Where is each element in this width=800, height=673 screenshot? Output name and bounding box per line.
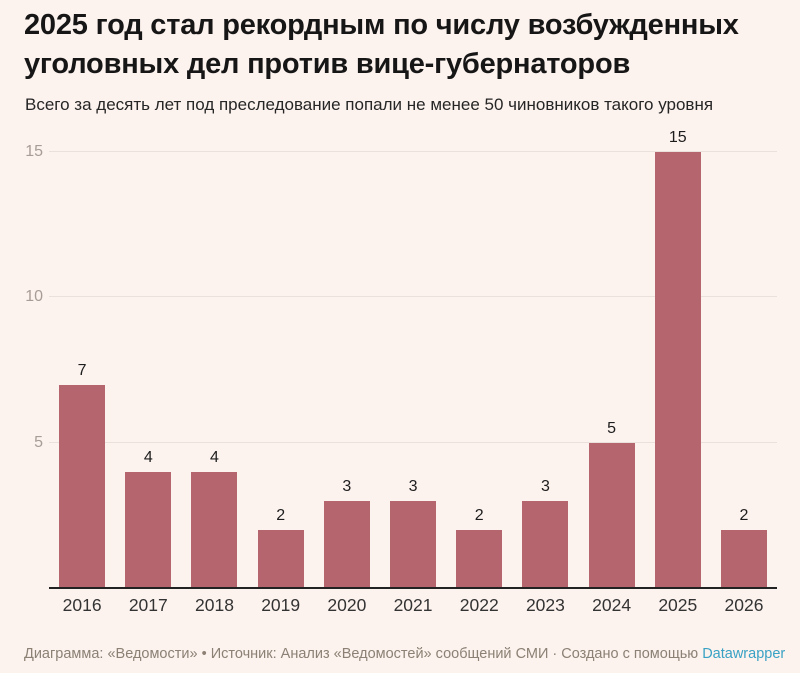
x-axis-label-2024: 2024 <box>592 595 632 615</box>
value-label-2018: 4 <box>210 448 219 466</box>
bar-slot-2017: 4 <box>115 130 181 588</box>
bar-2025[interactable] <box>654 152 701 588</box>
datawrapper-link[interactable]: Datawrapper <box>702 646 786 662</box>
value-label-2026: 2 <box>739 506 749 524</box>
bar-2020[interactable] <box>323 500 370 588</box>
bar-2023[interactable] <box>522 500 569 588</box>
bar-2024[interactable] <box>588 442 635 588</box>
value-label-2025: 15 <box>668 129 687 146</box>
bar-slot-2022: 2 <box>446 130 512 588</box>
bar-2019[interactable] <box>257 529 304 588</box>
bar-slot-2025: 15 <box>645 129 711 588</box>
gridline-15 <box>49 151 777 152</box>
bar-slot-2026: 2 <box>711 130 777 588</box>
bar-2017[interactable] <box>125 471 172 588</box>
value-label-2017: 4 <box>143 448 153 466</box>
y-tick-label-5: 5 <box>34 433 43 451</box>
bar-2016[interactable] <box>59 384 106 588</box>
x-axis-label-2020: 2020 <box>327 595 367 615</box>
value-label-2019: 2 <box>276 506 286 524</box>
bar-slot-2020: 3 <box>314 130 380 588</box>
bar-slot-2021: 3 <box>380 130 446 588</box>
bar-slot-2024: 5 <box>579 130 645 588</box>
value-label-2021: 3 <box>408 477 418 495</box>
bars-area: 7 4 4 2 3 3 2 3 5 15 2 <box>49 129 777 588</box>
x-axis-label-2021: 2021 <box>393 595 433 615</box>
y-tick-label-15: 15 <box>25 143 43 160</box>
x-axis-labels: 2016 2017 2018 2019 2020 2021 2022 2023 2024 2025… <box>49 593 777 617</box>
bar-2022[interactable] <box>456 529 503 588</box>
value-label-2024: 5 <box>607 419 617 437</box>
x-axis-line <box>49 587 777 589</box>
gridline-5 <box>49 441 777 443</box>
chart-subtitle: Всего за десять лет под преследование по… <box>25 95 714 114</box>
bar-2021[interactable] <box>390 500 437 588</box>
x-axis-label-2017: 2017 <box>128 595 168 615</box>
chart-title: 2025 год стал рекордным по числу возбужд… <box>24 9 739 80</box>
bar-slot-2018: 4 <box>181 130 247 588</box>
bar-chart: 5 10 15 7 4 4 2 3 3 2 3 5 15 2 <box>24 129 777 589</box>
gridline-10 <box>49 296 777 298</box>
x-axis-label-2016: 2016 <box>62 595 102 615</box>
x-axis-label-2019: 2019 <box>261 595 301 615</box>
bar-2018[interactable] <box>191 471 238 588</box>
value-label-2022: 2 <box>474 506 484 524</box>
x-axis-label-2023: 2023 <box>525 595 565 615</box>
x-axis-label-2018: 2018 <box>195 595 234 615</box>
bar-2026[interactable] <box>720 529 767 588</box>
footer-attribution: Диаграмма: «Ведомости» • Источник: Анали… <box>24 646 703 662</box>
bar-slot-2016: 7 <box>49 130 115 588</box>
bar-slot-2019: 2 <box>248 130 314 588</box>
bar-slot-2023: 3 <box>512 130 578 588</box>
x-axis-label-2025: 2025 <box>658 595 698 615</box>
x-axis-label-2022: 2022 <box>459 595 499 615</box>
y-tick-label-10: 10 <box>25 288 43 306</box>
value-label-2016: 7 <box>77 361 87 379</box>
value-label-2020: 3 <box>342 477 352 495</box>
x-axis-label-2026: 2026 <box>724 595 764 615</box>
footer: Диаграмма: «Ведомости» • Источник: Анали… <box>24 645 792 664</box>
value-label-2023: 3 <box>540 477 550 495</box>
